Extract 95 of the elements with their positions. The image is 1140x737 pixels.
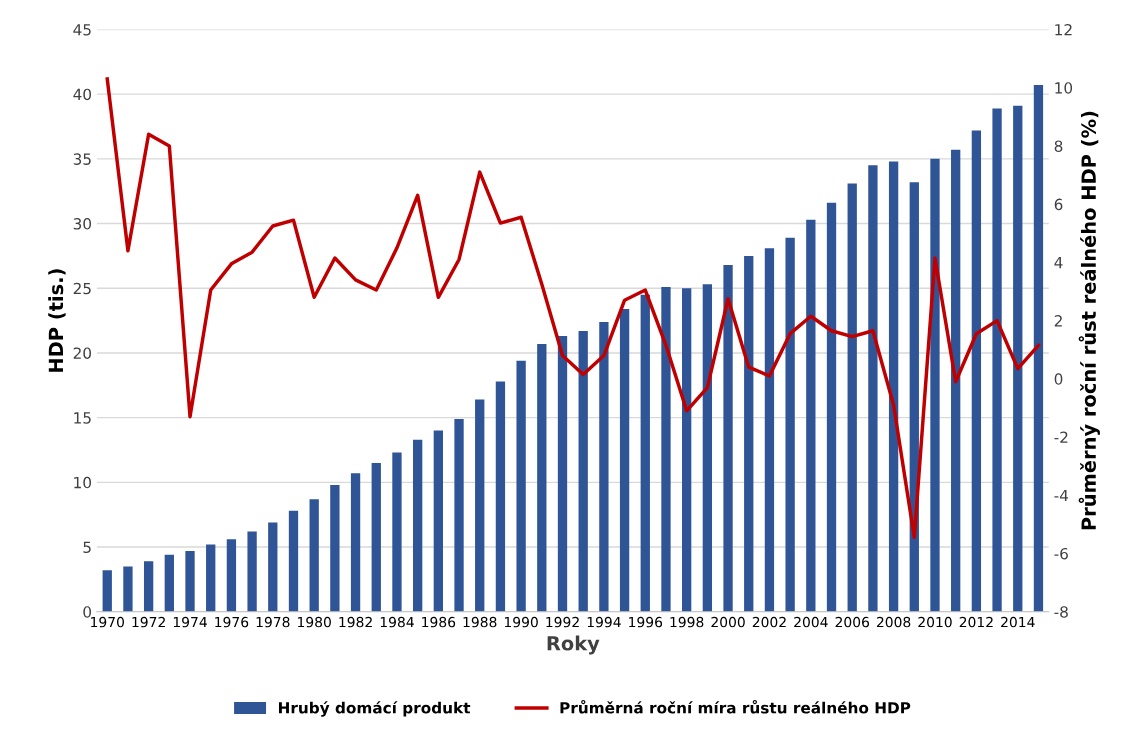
bar	[123, 566, 133, 612]
bar	[682, 288, 692, 612]
bar	[1033, 85, 1044, 612]
bar	[557, 336, 568, 612]
legend-label: Hrubý domácí produkt	[278, 701, 471, 717]
y2-tick-label: 10	[1055, 82, 1073, 94]
y2-tick-label: -2	[1054, 431, 1068, 443]
bar	[309, 499, 319, 612]
bar	[930, 158, 940, 612]
x-tick-label: 2014	[1001, 616, 1035, 628]
bar	[578, 330, 588, 612]
x-tick-label: 2010	[918, 616, 952, 628]
bar	[102, 570, 112, 612]
bar	[847, 183, 857, 612]
bar	[185, 550, 195, 612]
y2-tick-label: 6	[1054, 198, 1063, 211]
bar	[661, 286, 671, 612]
bar	[206, 544, 216, 612]
y2-tick-label: -4	[1054, 489, 1069, 502]
x-tick-label: 1976	[215, 616, 249, 628]
bar	[951, 149, 961, 612]
y-axis-title: HDP (tis.)	[48, 269, 66, 372]
y-tick-label: 25	[73, 282, 91, 295]
bar	[330, 484, 340, 612]
x-tick-label: 1996	[629, 616, 663, 628]
bar	[806, 219, 816, 612]
bar	[702, 284, 713, 612]
x-tick-label: 2008	[876, 616, 911, 628]
x-tick-label: 1990	[504, 616, 538, 628]
bar	[350, 473, 361, 612]
x-tick-label: 1998	[670, 616, 704, 628]
bar	[1013, 105, 1023, 612]
bar	[247, 531, 257, 612]
bar	[971, 130, 982, 612]
bar	[371, 462, 381, 612]
x-tick-label: 1986	[422, 616, 456, 628]
y2-tick-label: 8	[1054, 140, 1063, 152]
bar	[537, 343, 547, 612]
y2-tick-label: 0	[1054, 373, 1063, 385]
x-tick-label: 1978	[256, 616, 290, 628]
y-tick-label: 40	[73, 88, 92, 101]
bar	[226, 539, 237, 612]
bar	[475, 399, 485, 612]
bar	[640, 294, 650, 612]
x-axis-title: Roky	[547, 635, 600, 655]
line-series	[105, 77, 1041, 540]
bar	[433, 430, 443, 612]
bar	[143, 561, 154, 612]
y-tick-label: 15	[74, 412, 91, 424]
y-tick-label: 45	[73, 24, 91, 36]
bar	[392, 452, 402, 612]
bar	[412, 439, 423, 612]
bar	[764, 248, 775, 612]
y2-tick-label: -6	[1054, 547, 1068, 560]
x-tick-label: 1970	[91, 616, 124, 628]
bar	[454, 418, 464, 612]
y-tick-label: 30	[73, 218, 92, 230]
bar	[723, 264, 733, 612]
y2-tick-label: 4	[1054, 257, 1063, 269]
x-tick-label: 2012	[959, 616, 993, 628]
y-tick-label: 10	[74, 476, 92, 489]
bar	[164, 554, 174, 612]
x-tick-label: 1974	[173, 616, 207, 628]
bar	[868, 165, 878, 612]
y-tick-label: 0	[83, 606, 92, 618]
bar	[599, 321, 609, 612]
bar	[268, 522, 278, 612]
legend-label: Průměrná roční míra růstu reálného HDP	[560, 699, 911, 714]
y2-axis-title: Průměrný roční růst reálného HDP (%)	[1078, 111, 1100, 530]
x-tick-label: 1992	[546, 616, 579, 628]
y2-tick-label: 12	[1055, 23, 1072, 36]
x-tick-label: 2006	[835, 616, 870, 628]
bar	[619, 308, 630, 612]
x-tick-label: 2000	[711, 616, 745, 628]
y2-tick-label: 2	[1054, 315, 1062, 327]
x-tick-label: 1994	[587, 616, 621, 628]
bar	[744, 255, 754, 612]
bar	[288, 510, 299, 612]
x-tick-label: 1980	[298, 616, 331, 628]
bar	[826, 202, 837, 612]
x-tick-label: 2004	[794, 616, 828, 628]
y-tick-label: 35	[73, 153, 91, 165]
y2-tick-label: -8	[1054, 606, 1068, 618]
bar	[785, 237, 795, 612]
x-tick-label: 1984	[380, 616, 414, 628]
bar	[495, 381, 506, 612]
y-tick-label: 20	[73, 347, 92, 359]
x-tick-label: 2002	[752, 616, 786, 628]
x-tick-label: 1988	[463, 616, 497, 628]
bar	[888, 161, 899, 612]
x-tick-label: 1972	[132, 616, 165, 628]
bar	[992, 108, 1002, 612]
y-tick-label: 5	[83, 541, 91, 554]
bar	[516, 360, 526, 612]
x-tick-label: 1982	[339, 616, 372, 628]
